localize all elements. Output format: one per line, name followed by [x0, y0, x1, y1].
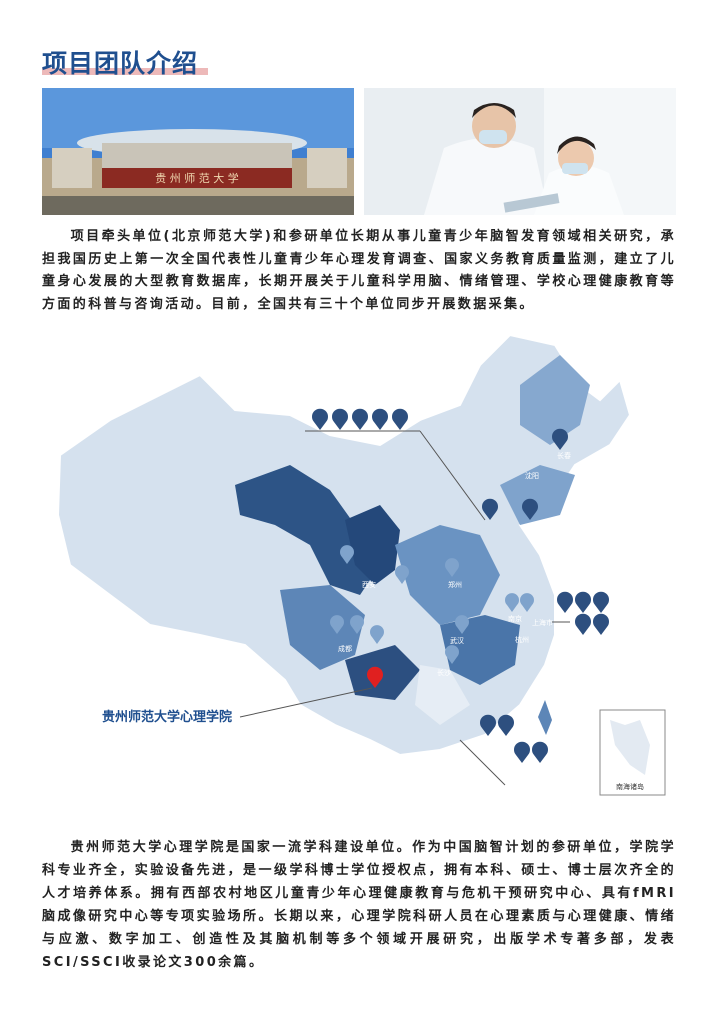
city-label: 郑州	[448, 581, 462, 589]
doctors-photo	[364, 88, 676, 215]
svg-text:贵 州 师 范 大 学: 贵 州 师 范 大 学	[155, 171, 238, 185]
title-underline	[42, 68, 208, 75]
section-title: 项目团队介绍	[42, 49, 199, 78]
city-label: 长沙	[437, 668, 451, 677]
intro-paragraph: 项目牵头单位(北京师范大学)和参研单位长期从事儿童青少年脑智发育领域相关研究，承…	[42, 229, 676, 312]
china-map	[56, 333, 666, 796]
inset-label: 南海诸岛	[616, 782, 644, 791]
city-label: 西安	[362, 580, 376, 589]
city-label: 武汉	[450, 636, 464, 645]
body-paragraph: 贵州师范大学心理学院是国家一流学科建设单位。作为中国脑智计划的参研单位，学院学科…	[42, 840, 676, 970]
city-label: 上海市	[532, 618, 553, 627]
city-label: 沈阳	[525, 471, 539, 480]
highlight-label: 贵州师范大学心理学院	[102, 709, 232, 725]
city-label: 长春	[557, 451, 571, 460]
campus-photo: 贵 州 师 范 大 学	[42, 88, 354, 215]
city-label: 成都	[338, 644, 352, 653]
city-label: 南京	[508, 614, 522, 623]
city-label: 杭州	[515, 635, 529, 644]
